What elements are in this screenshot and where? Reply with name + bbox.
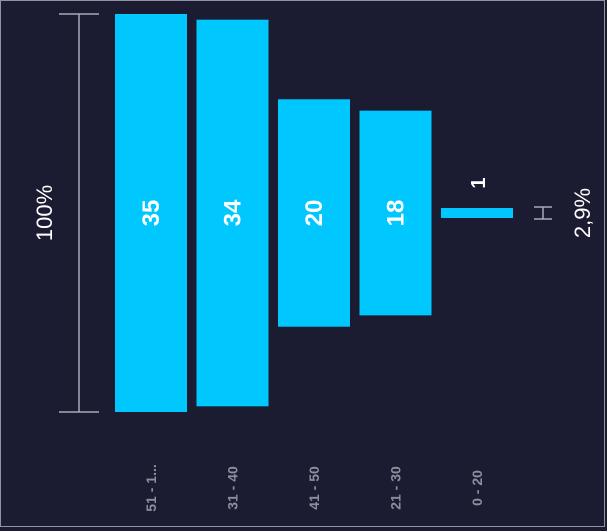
max-measure-label: 100% [32,185,57,241]
category-tick-label-2: 41 - 50 [306,466,322,510]
funnel-bar-3[interactable] [359,110,432,316]
category-tick-label-3: 21 - 30 [388,466,404,510]
bar-value-label-1: 34 [220,199,247,226]
bar-value-label-2: 20 [301,200,328,227]
bar-value-label-4: 1 [468,177,490,188]
funnel-bar-4[interactable] [441,208,513,218]
category-tick-label-1: 31 - 40 [225,466,241,510]
funnel-bar-0[interactable] [115,14,187,412]
funnel-bar-1[interactable] [196,19,269,407]
min-measure-label: 2,9% [570,188,595,238]
category-tick-label-0: 51 - 1... [143,464,159,511]
category-tick-label-4: 0 - 20 [469,470,485,506]
funnel-bar-2[interactable] [278,99,350,327]
bar-value-label-0: 35 [138,200,165,227]
bar-value-label-3: 18 [383,200,410,227]
